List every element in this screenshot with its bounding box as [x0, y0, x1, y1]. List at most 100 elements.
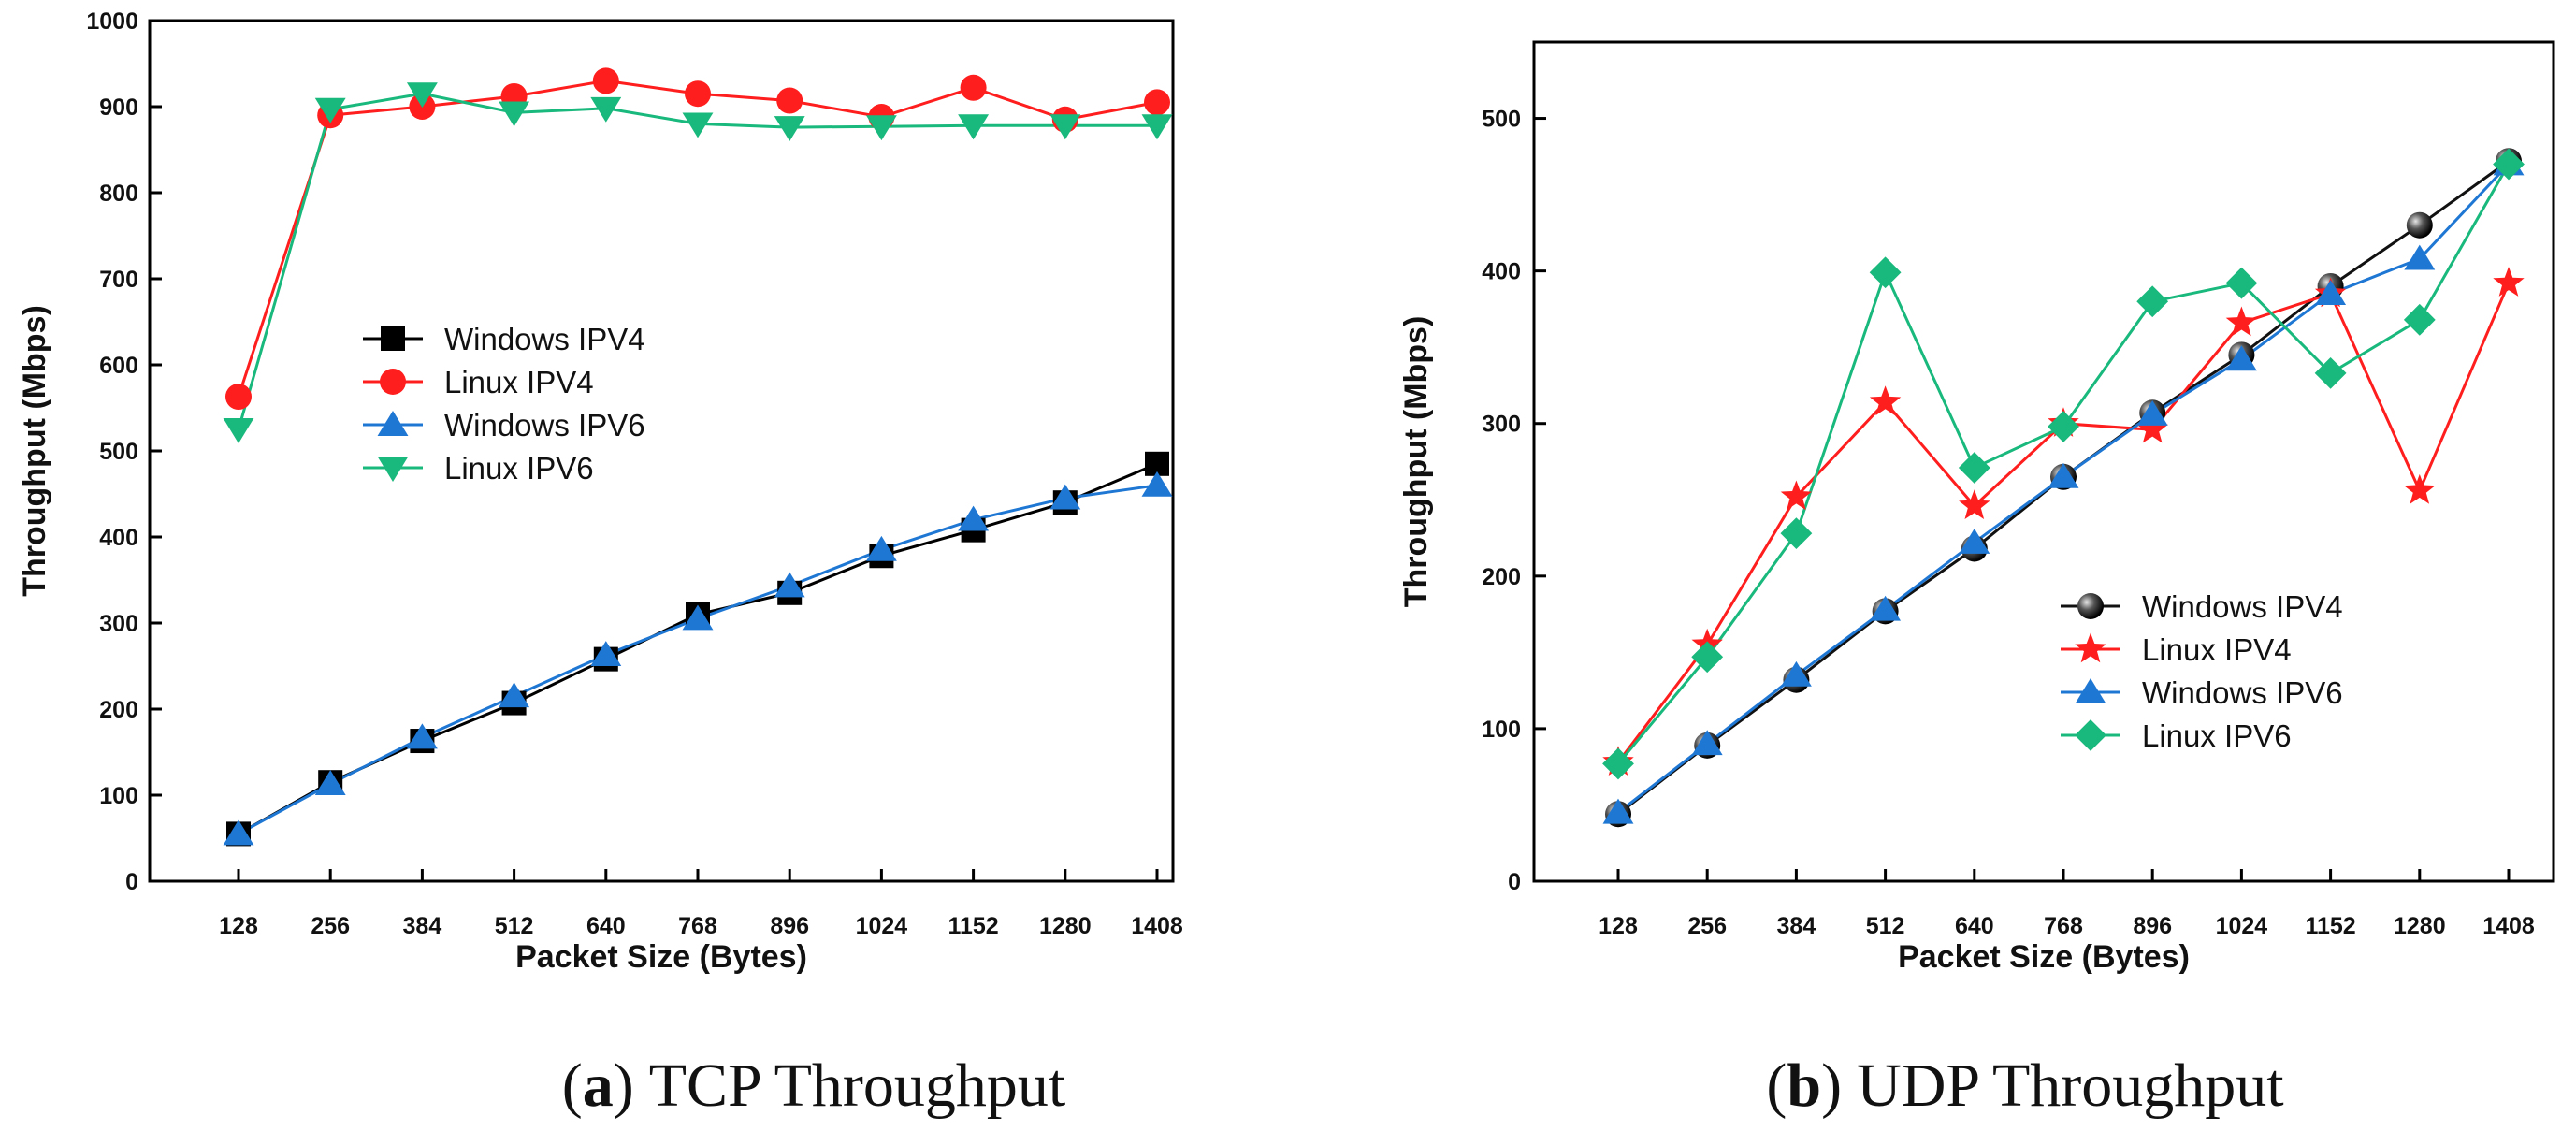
- x-tick-label: 1408: [2482, 913, 2535, 939]
- data-point-windows-ipv6: [2225, 345, 2257, 371]
- data-point-linux-ipv4: [592, 67, 619, 94]
- data-point-linux-ipv6: [2048, 411, 2079, 442]
- figure-caption: (a) TCP Throughput: [562, 1051, 1066, 1120]
- x-tick-label: 640: [1955, 913, 1994, 939]
- data-point-windows-ipv6: [865, 535, 897, 561]
- y-tick-label: 200: [99, 697, 138, 723]
- data-point-linux-ipv6: [1602, 747, 1634, 780]
- y-tick-label: 900: [99, 94, 138, 121]
- series-line-windows-ipv6: [238, 484, 1158, 835]
- data-point-linux-ipv6: [958, 114, 990, 140]
- x-tick-label: 1280: [1039, 913, 1092, 939]
- legend-marker: [2075, 719, 2106, 751]
- x-tick-label: 128: [1599, 913, 1638, 939]
- data-point-windows-ipv6: [958, 505, 990, 531]
- data-point-windows-ipv4: [2406, 211, 2433, 239]
- plot-frame: [1532, 40, 2555, 883]
- legend-marker: [2077, 593, 2104, 619]
- data-point-linux-ipv6: [682, 112, 714, 138]
- caption-title: UDP Throughput: [1857, 1051, 2284, 1120]
- y-tick-label: 1000: [86, 8, 138, 35]
- legend-marker: [2075, 632, 2106, 663]
- x-tick-label: 768: [2044, 913, 2083, 939]
- data-point-linux-ipv4: [225, 384, 252, 411]
- data-point-windows-ipv6: [2315, 280, 2347, 306]
- y-tick-label: 0: [1508, 869, 1521, 895]
- data-point-linux-ipv4: [2404, 473, 2436, 504]
- data-point-windows-ipv6: [406, 723, 438, 749]
- data-point-windows-ipv6: [682, 604, 714, 631]
- data-point-windows-ipv6: [314, 770, 346, 795]
- data-point-windows-ipv6: [223, 819, 254, 846]
- y-tick-label: 100: [99, 783, 138, 809]
- legend: Windows IPV4 Linux IPV4 Windows IPV6 Linux …: [363, 322, 645, 486]
- legend-marker: [377, 457, 409, 482]
- legend-marker: [377, 411, 409, 436]
- y-tick-label: 0: [125, 869, 138, 895]
- y-axis-title: Throughput (Mbps): [1398, 316, 1434, 608]
- data-point-linux-ipv6: [314, 97, 346, 123]
- data-point-linux-ipv4: [1959, 489, 1990, 519]
- data-point-windows-ipv6: [2048, 462, 2079, 488]
- y-tick-label: 600: [99, 353, 138, 379]
- data-point-linux-ipv6: [2403, 303, 2436, 336]
- tcp-throughput-chart: 0 100 200 300 400 500 600 700 800 900 1000 128 256 38…: [17, 8, 1183, 1120]
- x-tick-label: 1152: [2305, 913, 2355, 939]
- data-point-windows-ipv6: [1049, 484, 1081, 510]
- y-tick-label: 500: [1482, 107, 1521, 133]
- legend-label: Windows IPV4: [2142, 589, 2343, 624]
- data-point-linux-ipv6: [1049, 114, 1081, 140]
- data-point-linux-ipv6: [590, 96, 622, 123]
- data-point-windows-ipv6: [1870, 595, 1902, 621]
- legend-label: Windows IPV6: [444, 408, 645, 442]
- caption-open-paren: (: [562, 1051, 583, 1120]
- x-tick-label: 128: [219, 913, 258, 939]
- x-tick-label: 1408: [1131, 913, 1183, 939]
- y-tick-label: 100: [1482, 717, 1521, 743]
- data-point-linux-ipv6: [2314, 357, 2347, 389]
- y-tick-label: 700: [99, 267, 138, 293]
- data-point-windows-ipv6: [1602, 798, 1634, 824]
- x-tick-label: 1024: [856, 913, 908, 939]
- data-point-linux-ipv4: [685, 80, 711, 108]
- data-point-linux-ipv6: [865, 115, 897, 141]
- data-point-linux-ipv6: [2493, 148, 2525, 181]
- data-point-linux-ipv4: [2136, 413, 2168, 443]
- x-tick-label: 1280: [2394, 913, 2446, 939]
- x-tick-label: 256: [1687, 913, 1727, 939]
- data-point-linux-ipv4: [2493, 267, 2525, 297]
- data-point-linux-ipv6: [499, 101, 530, 127]
- data-point-windows-ipv6: [1691, 730, 1723, 756]
- legend-marker: [2075, 678, 2106, 703]
- data-point-linux-ipv6: [1869, 256, 1902, 289]
- x-tick-label: 1024: [2216, 913, 2268, 939]
- data-point-windows-ipv6: [1959, 528, 1990, 554]
- data-point-windows-ipv6: [1780, 660, 1812, 687]
- figure-caption: (b) UDP Throughput: [1766, 1051, 2283, 1120]
- data-point-linux-ipv4: [960, 74, 987, 101]
- x-tick-label: 512: [1866, 913, 1905, 939]
- x-tick-label: 1152: [948, 913, 998, 939]
- legend-label: Windows IPV6: [2142, 675, 2343, 710]
- series-line-linux-ipv4: [1616, 283, 2511, 763]
- data-point-linux-ipv6: [1691, 641, 1724, 674]
- y-axis-title: Throughput (Mbps): [17, 305, 52, 597]
- data-point-linux-ipv4: [1144, 89, 1170, 116]
- data-point-linux-ipv4: [776, 87, 803, 114]
- y-tick-label: 800: [99, 181, 138, 207]
- x-axis-title: Packet Size (Bytes): [515, 939, 807, 975]
- data-point-linux-ipv4: [1780, 480, 1813, 511]
- legend: Windows IPV4 Linux IPV4 Windows IPV6 Linux …: [2061, 589, 2343, 753]
- caption-close-paren: ): [1821, 1051, 1842, 1120]
- data-point-linux-ipv6: [223, 418, 254, 443]
- data-point-linux-ipv6: [774, 116, 805, 142]
- legend-label: Linux IPV4: [444, 365, 594, 399]
- data-point-linux-ipv6: [1780, 517, 1813, 550]
- y-tick-label: 400: [99, 525, 138, 551]
- caption-close-paren: ): [614, 1051, 634, 1120]
- data-point-linux-ipv6: [2136, 285, 2169, 318]
- plot-frame: [148, 19, 1175, 883]
- x-tick-label: 896: [770, 913, 809, 939]
- caption-title: TCP Throughput: [649, 1051, 1066, 1120]
